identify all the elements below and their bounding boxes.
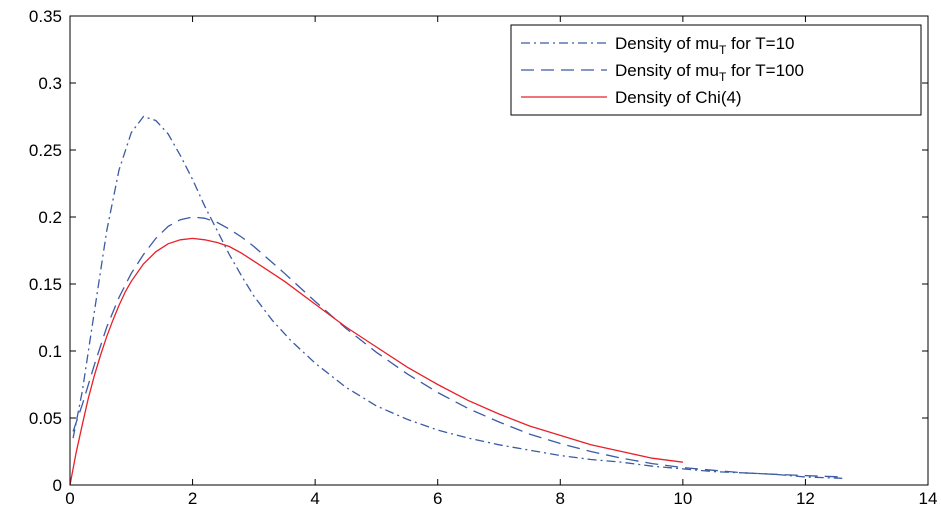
x-tick-label: 8 xyxy=(556,489,565,508)
legend-label-subscript: T xyxy=(719,70,727,84)
ticks-layer: 0 2 4 6 8 10 12 14 0 0.05 0.1 0.15 0.2 0.25 0.3 0.35 xyxy=(29,7,938,508)
legend-entry-3: Density of Chi(4) xyxy=(615,88,742,107)
x-tick-label: 4 xyxy=(310,489,319,508)
legend-entry-2: Density of muT for T=100 xyxy=(615,61,804,84)
legend-label-tail: for T=100 xyxy=(726,61,804,80)
legend-label-main: Density of Chi(4) xyxy=(615,88,742,107)
legend-label-subscript: T xyxy=(719,43,727,57)
y-tick-label: 0.05 xyxy=(29,409,62,428)
y-tick-label: 0.25 xyxy=(29,141,62,160)
legend-label-tail: for T=10 xyxy=(726,34,794,53)
x-tick-label: 2 xyxy=(188,489,197,508)
legend-label-main: Density of mu xyxy=(615,34,719,53)
y-tick-label: 0.1 xyxy=(38,342,62,361)
legend-label-main: Density of mu xyxy=(615,61,719,80)
x-tick-label: 10 xyxy=(673,489,692,508)
y-tick-label: 0 xyxy=(53,476,62,495)
y-tick-label: 0.35 xyxy=(29,7,62,26)
y-tick-label: 0.15 xyxy=(29,275,62,294)
y-tick-label: 0.3 xyxy=(38,74,62,93)
x-tick-label: 0 xyxy=(65,489,74,508)
series-line-3 xyxy=(69,237,683,486)
series-line-1 xyxy=(72,115,843,479)
x-tick-label: 14 xyxy=(919,489,938,508)
legend-entry-1: Density of muT for T=10 xyxy=(615,34,794,57)
x-tick-label: 6 xyxy=(433,489,442,508)
series-layer xyxy=(69,115,843,486)
x-tick-label: 12 xyxy=(796,489,815,508)
y-tick-label: 0.2 xyxy=(38,208,62,227)
legend-box xyxy=(510,24,922,116)
series-line-2 xyxy=(72,216,843,478)
